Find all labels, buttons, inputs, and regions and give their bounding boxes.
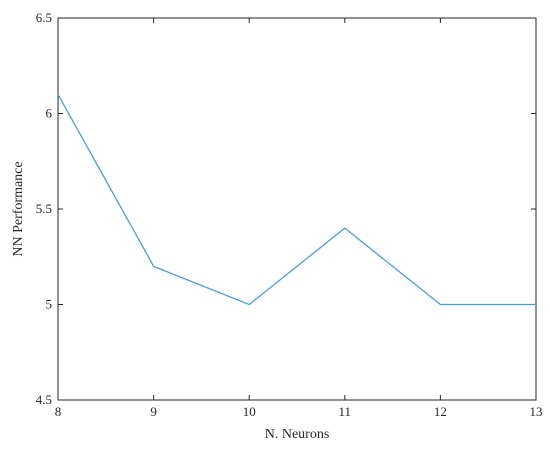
y-tick-label: 6.5 <box>36 10 52 25</box>
x-tick-label: 12 <box>434 404 447 419</box>
y-axis-ticks: 4.5 5 5.5 6 6.5 <box>36 10 536 407</box>
series-line-0 <box>57 94 536 306</box>
series-layer <box>57 94 536 306</box>
y-axis-label: NN Performance <box>11 161 26 256</box>
x-axis-ticks: 8 9 10 11 12 13 <box>55 18 543 419</box>
y-tick-label: 6 <box>46 106 53 121</box>
x-tick-label: 13 <box>530 404 543 419</box>
x-tick-label: 11 <box>339 404 352 419</box>
x-tick-label: 10 <box>243 404 256 419</box>
plot-area <box>57 17 537 401</box>
x-tick-label: 9 <box>150 404 157 419</box>
y-tick-label: 5.5 <box>36 201 52 216</box>
x-axis-label: N. Neurons <box>265 427 330 442</box>
y-tick-label: 5 <box>46 297 53 312</box>
x-tick-label: 8 <box>55 404 62 419</box>
plot-box <box>57 17 537 401</box>
y-tick-label: 4.5 <box>36 392 52 407</box>
